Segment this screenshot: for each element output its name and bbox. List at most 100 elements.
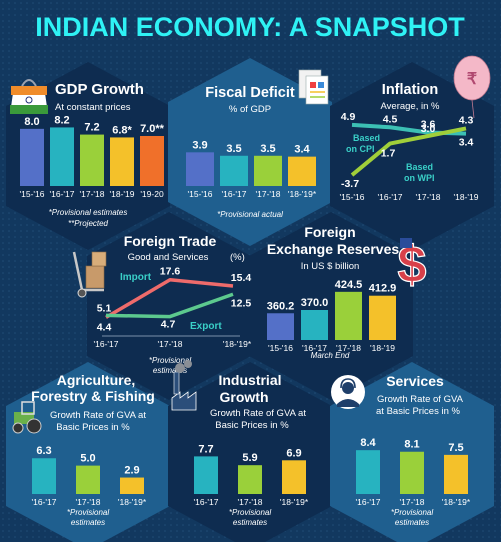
fiscal-category-label: '17-'18 bbox=[256, 189, 281, 199]
agri-bar bbox=[32, 458, 56, 494]
agri-subtitle-line2: Basic Prices in % bbox=[56, 422, 130, 433]
forex-category-label: '15-'16 bbox=[268, 343, 293, 353]
services-category-label: '18-'19* bbox=[442, 497, 471, 507]
industrial-subtitle-line1: Growth Rate of GVA at bbox=[210, 408, 306, 419]
services-category-label: '16-'17 bbox=[356, 497, 381, 507]
services-title: Services bbox=[386, 373, 444, 389]
trade-export-value-label: 12.5 bbox=[231, 297, 252, 309]
gdp-title: GDP Growth bbox=[55, 81, 144, 98]
trade-label-export: Export bbox=[190, 321, 222, 332]
hex-industrial bbox=[168, 362, 332, 542]
rupee-balloon-icon: ₹ bbox=[453, 55, 491, 119]
svg-text:₹: ₹ bbox=[467, 71, 477, 88]
hex-agri bbox=[6, 362, 170, 542]
documents-icon bbox=[298, 69, 329, 105]
trade-import-value-label: 4.4 bbox=[97, 321, 112, 333]
forex-title-line1: Foreign bbox=[304, 224, 355, 240]
industrial-subtitle-line2: Basic Prices in % bbox=[215, 420, 289, 431]
industrial-value-label: 6.9 bbox=[286, 447, 301, 459]
services-subtitle-line2: at Basic Prices in % bbox=[376, 406, 460, 417]
gdp-chart: 8.0 '15-'16 8.2 '16-'17 7.2 '17-'18 6.8* '18-'1… bbox=[20, 114, 165, 199]
inflation-wpi-line bbox=[350, 126, 467, 177]
agri-value-label: 2.9 bbox=[124, 465, 139, 477]
trade-import-line bbox=[105, 277, 234, 319]
trade-import-value-label: 17.6 bbox=[160, 266, 181, 278]
industrial-note-line2: estimates bbox=[233, 518, 267, 527]
agri-subtitle-line1: Growth Rate of GVA at bbox=[50, 410, 146, 421]
gdp-category-label: '19-20 bbox=[140, 189, 164, 199]
gdp-value-label: 8.0 bbox=[24, 116, 39, 128]
industrial-category-label: '17-'18 bbox=[238, 497, 263, 507]
gdp-bar bbox=[110, 137, 134, 186]
industrial-title-line2: Growth bbox=[220, 389, 269, 405]
forex-category-label: '18-'19 bbox=[370, 343, 395, 353]
industrial-title-line1: Industrial bbox=[218, 372, 281, 388]
industrial-bar bbox=[194, 456, 218, 494]
services-bar bbox=[356, 450, 380, 494]
inflation-cpi-value-label: 3.4 bbox=[459, 137, 474, 149]
inflation-category-label: '16-'17 bbox=[378, 192, 403, 202]
hex-inflation bbox=[330, 62, 494, 250]
services-bar bbox=[400, 451, 424, 494]
services-chart: 8.4 '16-'17 8.1 '17-'18 7.5 '18-'19* bbox=[356, 437, 471, 507]
inflation-wpi-value-label: 4.3 bbox=[459, 114, 474, 126]
gdp-value-label: 7.0** bbox=[140, 123, 165, 135]
agri-value-label: 6.3 bbox=[36, 445, 51, 457]
services-value-label: 7.5 bbox=[448, 442, 463, 454]
forex-category-label: '16-'17 bbox=[302, 343, 327, 353]
trade-category-label: '17-'18 bbox=[158, 339, 183, 349]
fiscal-value-label: 3.9 bbox=[192, 139, 207, 151]
agri-note-line1: *Provisional bbox=[67, 508, 109, 517]
services-note-line1: *Provisional bbox=[391, 508, 433, 517]
inflation-chart: 4.9 4.5 3.6 3.4 -3.7 1.7 3.0 4.3 '15-'16 '16-'17 '… bbox=[340, 111, 479, 202]
fiscal-bar bbox=[288, 156, 316, 186]
fiscal-chart: 3.9 '15-'16 3.5 '16-'17 3.5 '17-'18 3.4 '18-'19… bbox=[186, 139, 317, 199]
forex-value-label: 424.5 bbox=[335, 279, 363, 291]
industrial-category-label: '16-'17 bbox=[194, 497, 219, 507]
gdp-subtitle: At constant prices bbox=[55, 102, 131, 113]
forex-subtitle: In US $ billion bbox=[301, 261, 360, 272]
inflation-category-label: '15-'16 bbox=[340, 192, 365, 202]
inflation-label-cpi-line2: on CPI bbox=[346, 144, 375, 154]
industrial-category-label: '18-'19* bbox=[280, 497, 309, 507]
trade-export-value-label: 5.1 bbox=[97, 302, 112, 314]
fiscal-bar bbox=[254, 155, 282, 186]
services-bar bbox=[444, 454, 468, 494]
gdp-category-label: '18-'19 bbox=[110, 189, 135, 199]
gdp-category-label: '16-'17 bbox=[50, 189, 75, 199]
inflation-title: Inflation bbox=[382, 82, 438, 98]
inflation-cpi-value-label: 4.5 bbox=[383, 113, 398, 125]
services-value-label: 8.4 bbox=[360, 437, 376, 449]
forex-value-label: 360.2 bbox=[267, 300, 295, 312]
services-subtitle-line1: Growth Rate of GVA bbox=[377, 394, 464, 405]
fiscal-category-label: '15-'16 bbox=[188, 189, 213, 199]
factory-icon bbox=[171, 360, 197, 411]
trade-label-import: Import bbox=[120, 272, 152, 283]
inflation-cpi-value-label: 3.6 bbox=[421, 119, 436, 131]
gdp-category-label: '15-'16 bbox=[20, 189, 45, 199]
inflation-category-label: '18-'19 bbox=[454, 192, 479, 202]
inflation-category-label: '17-'18 bbox=[416, 192, 441, 202]
fiscal-value-label: 3.5 bbox=[260, 143, 275, 155]
fiscal-note: *Provisional actual bbox=[217, 210, 283, 219]
hex-fiscal bbox=[168, 58, 332, 246]
agri-bar bbox=[120, 477, 144, 494]
gdp-bar bbox=[50, 127, 74, 186]
industrial-note-line1: *Provisional bbox=[229, 508, 271, 517]
industrial-bar bbox=[282, 460, 306, 494]
forex-category-label: '17-'18 bbox=[336, 343, 361, 353]
trade-subtitle: Good and Services bbox=[128, 252, 209, 263]
forex-bar bbox=[301, 310, 328, 340]
forex-note: March End bbox=[311, 351, 350, 360]
dollar-flag-icon: $ bbox=[397, 235, 427, 294]
fiscal-value-label: 3.4 bbox=[294, 144, 310, 156]
fiscal-title: Fiscal Deficit bbox=[205, 85, 295, 101]
fiscal-value-label: 3.5 bbox=[226, 143, 241, 155]
agri-category-label: '16-'17 bbox=[32, 497, 57, 507]
agri-bar bbox=[76, 465, 100, 494]
trade-title: Foreign Trade bbox=[124, 233, 217, 249]
trade-note-line1: *Provisional bbox=[149, 356, 191, 365]
forex-bar bbox=[369, 295, 396, 340]
